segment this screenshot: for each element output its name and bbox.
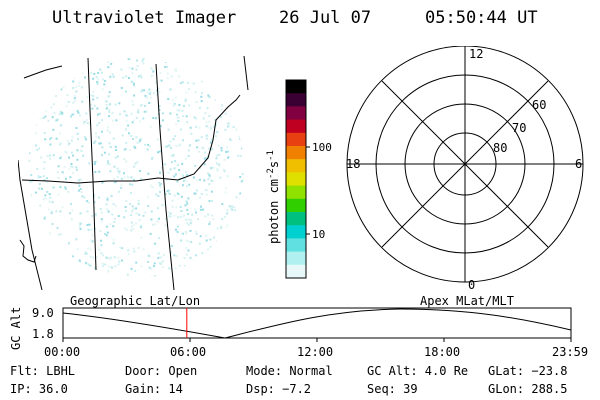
glon-info: GLon: 288.5	[488, 382, 568, 396]
mlt-label-0: 0	[468, 278, 475, 292]
airglow-speckle	[28, 58, 244, 278]
orbit-ytick-low: 1.8	[32, 327, 54, 341]
colorbar-unit-label: photon cm-2s-1	[266, 150, 281, 244]
colorbar-cell	[286, 238, 306, 253]
time-label: 05:50:44 UT	[425, 8, 538, 28]
colorbar-cell	[286, 251, 306, 266]
colorbar-cell	[286, 159, 306, 173]
x-tick-label-1200: 12:00	[297, 345, 334, 359]
parallel-line	[23, 65, 63, 79]
altitude-curve	[62, 308, 572, 339]
door-info: Door: Open	[125, 364, 198, 378]
polar-plot: 12 18 6 0 60 70 80	[346, 46, 584, 292]
colorbar-cell	[286, 146, 306, 160]
filter-info: Flt: LBHL	[10, 364, 76, 378]
gain-info: Gain: 14	[125, 382, 183, 396]
colorbar-tick-label: 10	[312, 228, 325, 241]
coastline-line-left	[19, 239, 37, 263]
colorbar-cell	[286, 185, 306, 200]
meridian-line	[87, 57, 97, 271]
dsp-info: Dsp: −7.2	[246, 382, 312, 396]
x-tick-label-2359: 23:59	[552, 345, 589, 359]
mlt-label-18: 18	[346, 157, 360, 171]
colorbar-cell	[286, 225, 306, 239]
meridian-line	[155, 63, 175, 290]
instrument-title: Ultraviolet Imager	[52, 8, 237, 28]
meridian-line	[243, 55, 249, 91]
mlt-label-6: 6	[575, 157, 582, 171]
seq-info: Seq: 39	[367, 382, 418, 396]
ip-info: IP: 36.0	[10, 382, 68, 396]
colorbar-tick-label: 100	[312, 141, 332, 154]
colorbar-cell	[286, 106, 306, 121]
colorbar-cell	[286, 172, 306, 187]
uv-image-panel	[18, 55, 249, 290]
mlat-label-60: 60	[532, 98, 546, 112]
mlt-label-12: 12	[469, 47, 483, 61]
meridian-line	[18, 159, 43, 290]
geographic-label: Geographic Lat/Lon	[70, 294, 201, 308]
colorbar-cell	[286, 132, 306, 147]
colorbar-cell	[286, 93, 306, 107]
colorbar-cell	[286, 119, 306, 134]
colorbar-gradient	[286, 80, 306, 279]
gc-alt-info: GC Alt: 4.0 Re	[367, 364, 469, 378]
orbit-axis-label: GC Alt	[9, 307, 23, 350]
x-tick-label-1800: 18:00	[424, 345, 461, 359]
colorbar-cell	[286, 80, 306, 94]
orbit-ytick-high: 9.0	[32, 306, 54, 320]
mlat-label-80: 80	[493, 141, 507, 155]
coastline-line	[21, 94, 241, 184]
glat-info: GLat: −23.8	[488, 364, 568, 378]
x-tick-label-0000: 00:00	[44, 345, 81, 359]
apex-label: Apex MLat/MLT	[420, 294, 514, 308]
orbit-altitude-plot: GC Alt 9.0 1.8	[9, 306, 572, 350]
x-tick-label-0600: 06:00	[170, 345, 207, 359]
colorbar-cell	[286, 212, 306, 226]
mlat-label-70: 70	[512, 121, 526, 135]
mode-info: Mode: Normal	[246, 364, 333, 378]
colorbar-cell	[286, 264, 306, 279]
colorbar: 100 10 photon cm-2s-1	[266, 79, 332, 279]
date-label: 26 Jul 07	[279, 8, 372, 28]
colorbar-cell	[286, 198, 306, 213]
